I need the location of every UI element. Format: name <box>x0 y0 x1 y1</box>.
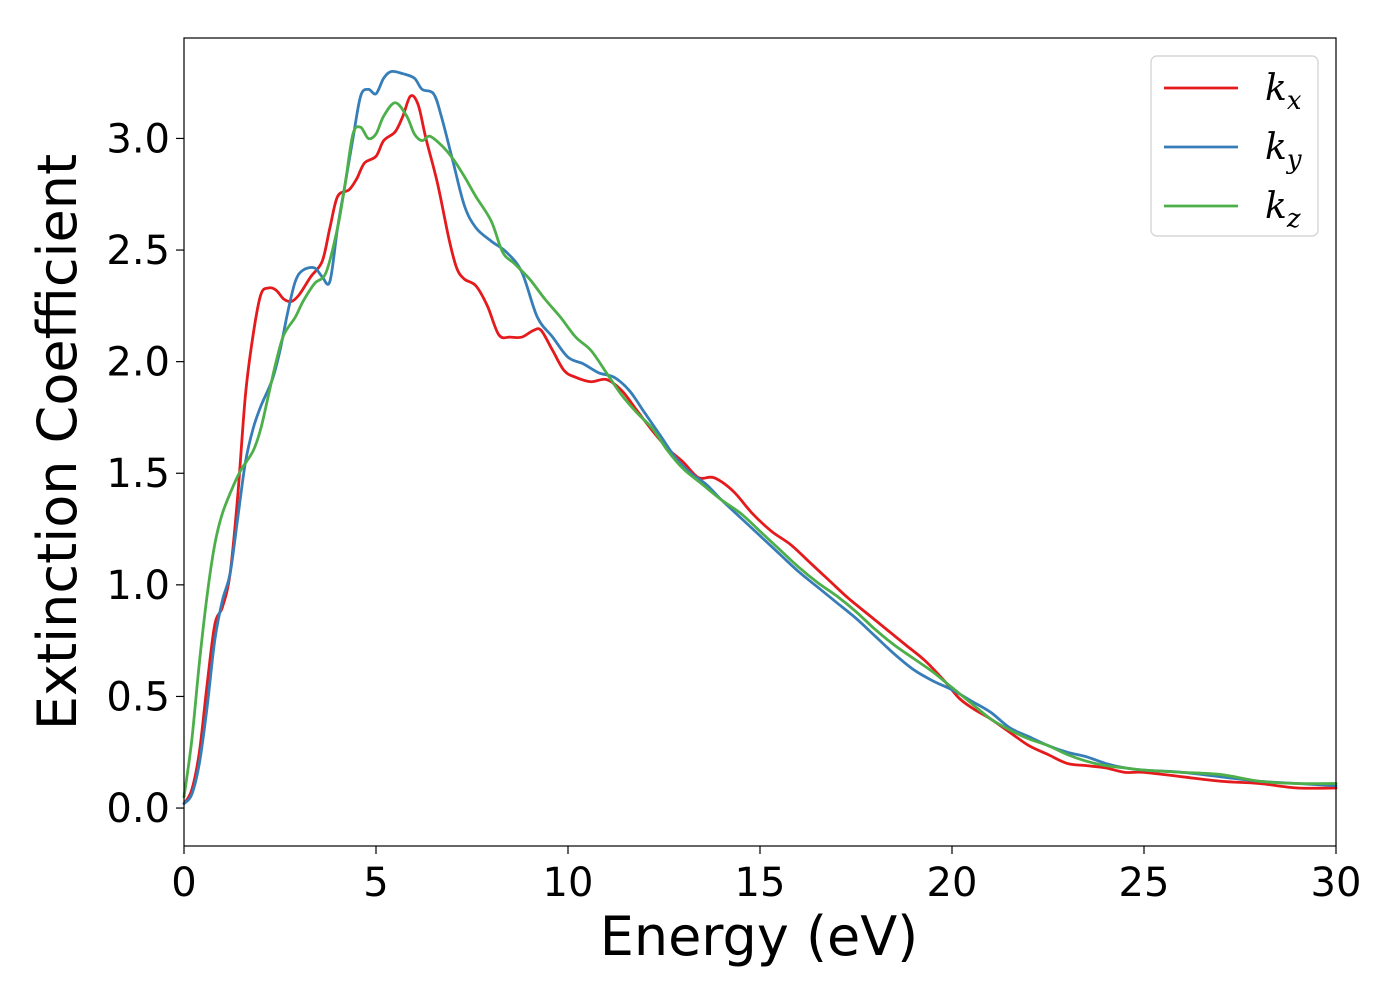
y-tick-label: 1.5 <box>106 451 170 497</box>
legend-label-base: k <box>1265 68 1287 109</box>
y-tick-label: 3.0 <box>106 116 170 162</box>
x-tick-label: 5 <box>363 860 388 906</box>
legend-label-subscript: y <box>1286 145 1302 175</box>
y-axis-label: Extinction Coefficient <box>26 154 89 730</box>
legend-label-subscript: z <box>1286 204 1301 234</box>
series-line-z <box>182 101 1338 799</box>
x-tick-label: 25 <box>1119 860 1170 906</box>
x-tick-label: 10 <box>543 860 594 906</box>
x-tick-label: 15 <box>735 860 786 906</box>
y-tick-label: 0.0 <box>106 786 170 832</box>
x-axis-ticks: 0 5 10 15 20 25 30 <box>171 846 1361 906</box>
legend-label-base: k <box>1265 127 1287 168</box>
x-tick-label: 20 <box>927 860 978 906</box>
legend-label-base: k <box>1265 186 1287 227</box>
legend-label-z: kz <box>1265 186 1301 234</box>
legend-label-y: ky <box>1265 127 1302 175</box>
legend-label-x: kx <box>1265 68 1302 116</box>
y-tick-label: 2.5 <box>106 228 170 274</box>
y-axis-ticks: 0.0 0.5 1.0 1.5 2.0 2.5 3.0 <box>106 116 184 832</box>
x-axis-label: Energy (eV) <box>600 905 919 968</box>
y-tick-label: 0.5 <box>106 674 170 720</box>
y-tick-label: 1.0 <box>106 563 170 609</box>
series-line-y <box>182 69 1338 805</box>
x-tick-label: 30 <box>1311 860 1362 906</box>
legend-label-subscript: x <box>1287 86 1302 116</box>
x-tick-label: 0 <box>171 860 196 906</box>
y-tick-label: 2.0 <box>106 340 170 386</box>
